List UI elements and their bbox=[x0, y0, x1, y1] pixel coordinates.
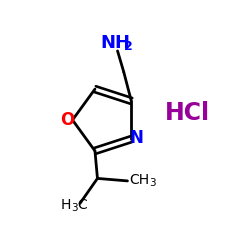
Text: N: N bbox=[130, 129, 144, 147]
Text: 3: 3 bbox=[150, 178, 156, 188]
Text: NH: NH bbox=[100, 34, 130, 52]
Text: 2: 2 bbox=[124, 40, 132, 53]
Text: C: C bbox=[78, 198, 87, 212]
Text: HCl: HCl bbox=[165, 100, 210, 124]
Text: H: H bbox=[60, 198, 71, 212]
Text: O: O bbox=[60, 111, 74, 129]
Text: CH: CH bbox=[130, 173, 150, 187]
Text: 3: 3 bbox=[71, 203, 78, 213]
